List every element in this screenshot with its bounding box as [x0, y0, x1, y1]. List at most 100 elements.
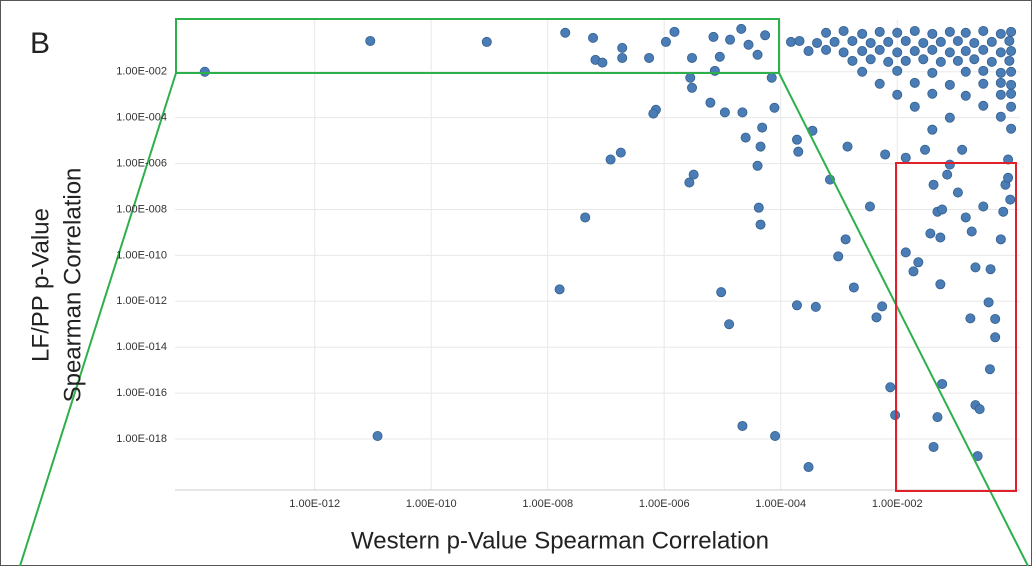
point [900, 152, 911, 163]
point [737, 420, 748, 431]
point [1003, 172, 1014, 183]
y-axis-label: LF/PP p-Value [27, 208, 54, 362]
point [709, 65, 720, 76]
point [588, 32, 599, 43]
y-tick-label: 1.00E-002 [116, 66, 167, 78]
zoom-box [175, 18, 780, 74]
point [995, 28, 1006, 39]
point [944, 159, 955, 170]
point [821, 44, 832, 55]
point [900, 55, 911, 66]
highlight-box [895, 162, 1017, 492]
point [1006, 101, 1017, 112]
point [928, 441, 939, 452]
point [978, 65, 989, 76]
point [928, 179, 939, 190]
point [705, 97, 716, 108]
x-tick-label: 1.00E-006 [639, 498, 690, 510]
point [880, 149, 891, 160]
point [1006, 123, 1017, 134]
point [960, 66, 971, 77]
point [892, 89, 903, 100]
point [803, 46, 814, 57]
point [966, 226, 977, 237]
point [687, 52, 698, 63]
point [597, 57, 608, 68]
point [752, 49, 763, 60]
point [1006, 66, 1017, 77]
point [990, 332, 1001, 343]
y-tick-label: 1.00E-010 [116, 249, 167, 261]
point [794, 35, 805, 46]
point [648, 108, 659, 119]
point [960, 46, 971, 57]
point [857, 46, 868, 57]
point [1006, 88, 1017, 99]
x-tick-label: 1.00E-002 [872, 498, 923, 510]
point [736, 23, 747, 34]
point [927, 67, 938, 78]
point [952, 55, 963, 66]
point [960, 90, 971, 101]
point [770, 431, 781, 442]
point [688, 169, 699, 180]
point [365, 35, 376, 46]
point [708, 31, 719, 42]
point [874, 26, 885, 37]
point [909, 46, 920, 57]
point [944, 79, 955, 90]
point [1006, 79, 1017, 90]
point [842, 141, 853, 152]
point [865, 54, 876, 65]
point [985, 264, 996, 275]
point [719, 107, 730, 118]
point [857, 28, 868, 39]
point [944, 26, 955, 37]
point [821, 27, 832, 38]
point [724, 319, 735, 330]
point [995, 234, 1006, 245]
point [877, 301, 888, 312]
point [617, 52, 628, 63]
point [766, 72, 777, 83]
point [554, 284, 565, 295]
point [883, 56, 894, 67]
point [927, 88, 938, 99]
point [978, 201, 989, 212]
point [937, 204, 948, 215]
point [716, 287, 727, 298]
point [937, 378, 948, 389]
point [752, 160, 763, 171]
panel-label: B [30, 27, 50, 60]
point [857, 66, 868, 77]
point [892, 65, 903, 76]
point [942, 169, 953, 180]
point [952, 187, 963, 198]
point [757, 122, 768, 133]
point [909, 25, 920, 36]
points [199, 23, 1017, 473]
zoom-line [19, 72, 177, 566]
point [669, 26, 680, 37]
point [864, 201, 875, 212]
point [960, 27, 971, 38]
point [812, 37, 823, 48]
point [838, 25, 849, 36]
point [714, 51, 725, 62]
point [660, 36, 671, 47]
point [755, 219, 766, 230]
point [755, 141, 766, 152]
point [838, 47, 849, 58]
point [974, 404, 985, 415]
point [909, 101, 920, 112]
point [687, 82, 698, 93]
x-tick-label: 1.00E-004 [755, 498, 806, 510]
point [871, 312, 882, 323]
point [952, 35, 963, 46]
point [785, 36, 796, 47]
point [998, 206, 1009, 217]
point [791, 134, 802, 145]
point [909, 77, 920, 88]
point [644, 52, 655, 63]
x-tick-label: 1.00E-010 [406, 498, 457, 510]
